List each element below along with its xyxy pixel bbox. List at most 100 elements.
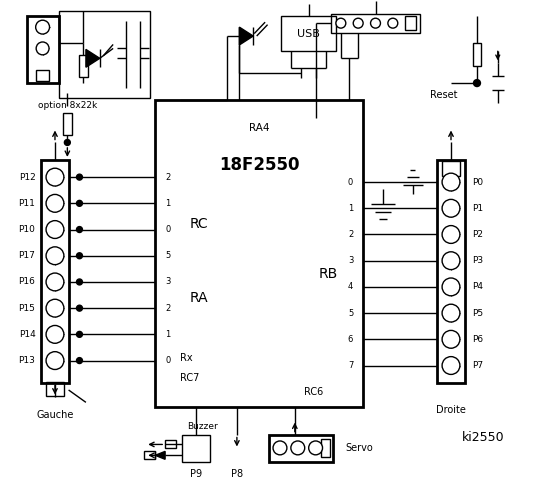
Text: 1: 1 <box>165 330 170 339</box>
Circle shape <box>76 279 82 285</box>
Text: 5: 5 <box>165 251 170 260</box>
Polygon shape <box>239 27 253 45</box>
Circle shape <box>76 174 82 180</box>
Circle shape <box>76 331 82 337</box>
Bar <box>331 14 420 33</box>
Text: RA4: RA4 <box>249 122 269 132</box>
Polygon shape <box>86 49 100 67</box>
Text: 5: 5 <box>348 309 353 318</box>
Text: P14: P14 <box>19 330 35 339</box>
Text: P3: P3 <box>472 256 483 265</box>
Bar <box>321 440 330 457</box>
Circle shape <box>36 20 50 34</box>
Circle shape <box>273 441 287 455</box>
Circle shape <box>46 194 64 212</box>
Text: 7: 7 <box>348 361 353 370</box>
Bar <box>63 113 72 135</box>
Text: P7: P7 <box>472 361 483 370</box>
Text: 4: 4 <box>348 282 353 291</box>
Bar <box>27 16 59 83</box>
Polygon shape <box>155 451 165 459</box>
Circle shape <box>291 441 305 455</box>
Text: P10: P10 <box>19 225 35 234</box>
Text: P12: P12 <box>19 173 35 181</box>
Text: Buzzer: Buzzer <box>187 421 218 431</box>
Text: P2: P2 <box>472 230 483 239</box>
Bar <box>41 160 69 383</box>
Circle shape <box>442 226 460 243</box>
Text: 0: 0 <box>165 225 170 234</box>
Text: P0: P0 <box>472 178 483 187</box>
Text: RB: RB <box>319 267 338 281</box>
Text: Reset: Reset <box>430 90 457 100</box>
Text: 3: 3 <box>165 277 170 287</box>
Circle shape <box>76 227 82 232</box>
Circle shape <box>442 252 460 270</box>
Circle shape <box>46 325 64 343</box>
Text: P6: P6 <box>472 335 483 344</box>
Text: P4: P4 <box>472 282 483 291</box>
Bar <box>269 434 333 462</box>
Text: USB: USB <box>298 29 320 38</box>
Bar <box>59 12 150 98</box>
Bar <box>36 70 49 81</box>
Text: 3: 3 <box>348 256 353 265</box>
Circle shape <box>442 199 460 217</box>
Circle shape <box>46 273 64 291</box>
Bar <box>46 382 64 396</box>
Circle shape <box>442 330 460 348</box>
Text: P9: P9 <box>190 469 202 479</box>
Text: P15: P15 <box>19 304 35 312</box>
Circle shape <box>353 18 363 28</box>
Bar <box>437 160 465 383</box>
Text: 0: 0 <box>348 178 353 187</box>
Bar <box>165 441 176 448</box>
Text: ki2550: ki2550 <box>462 431 505 444</box>
Text: 2: 2 <box>165 304 170 312</box>
Bar <box>442 161 460 176</box>
Circle shape <box>46 221 64 239</box>
Text: 6: 6 <box>348 335 353 344</box>
Bar <box>472 44 482 66</box>
Circle shape <box>336 18 346 28</box>
Circle shape <box>46 352 64 370</box>
Circle shape <box>371 18 380 28</box>
Text: RC7: RC7 <box>180 372 199 383</box>
Bar <box>281 16 336 51</box>
Circle shape <box>36 42 49 55</box>
Circle shape <box>309 441 322 455</box>
Circle shape <box>46 299 64 317</box>
Circle shape <box>76 305 82 311</box>
Circle shape <box>76 253 82 259</box>
Circle shape <box>76 200 82 206</box>
Circle shape <box>442 173 460 191</box>
Text: P11: P11 <box>19 199 35 208</box>
Circle shape <box>64 140 70 145</box>
Text: RA: RA <box>190 291 208 305</box>
Text: P17: P17 <box>19 251 35 260</box>
Text: 18F2550: 18F2550 <box>219 156 299 174</box>
Circle shape <box>473 80 481 86</box>
Text: P16: P16 <box>19 277 35 287</box>
Circle shape <box>388 18 398 28</box>
Circle shape <box>76 358 82 363</box>
Text: P8: P8 <box>231 469 243 479</box>
Text: RC: RC <box>190 217 208 231</box>
Text: 1: 1 <box>348 204 353 213</box>
Text: RC6: RC6 <box>304 387 323 397</box>
Bar <box>182 434 210 462</box>
Circle shape <box>46 168 64 186</box>
Text: P1: P1 <box>472 204 483 213</box>
Text: Rx: Rx <box>180 353 192 363</box>
Circle shape <box>442 278 460 296</box>
Text: Servo: Servo <box>346 443 374 453</box>
Text: P13: P13 <box>19 356 35 365</box>
Text: P5: P5 <box>472 309 483 318</box>
Text: 1: 1 <box>165 199 170 208</box>
Bar <box>155 100 363 408</box>
Circle shape <box>442 304 460 322</box>
Circle shape <box>442 357 460 374</box>
Circle shape <box>46 247 64 264</box>
Text: option 8x22k: option 8x22k <box>38 101 97 110</box>
Bar <box>79 55 88 77</box>
